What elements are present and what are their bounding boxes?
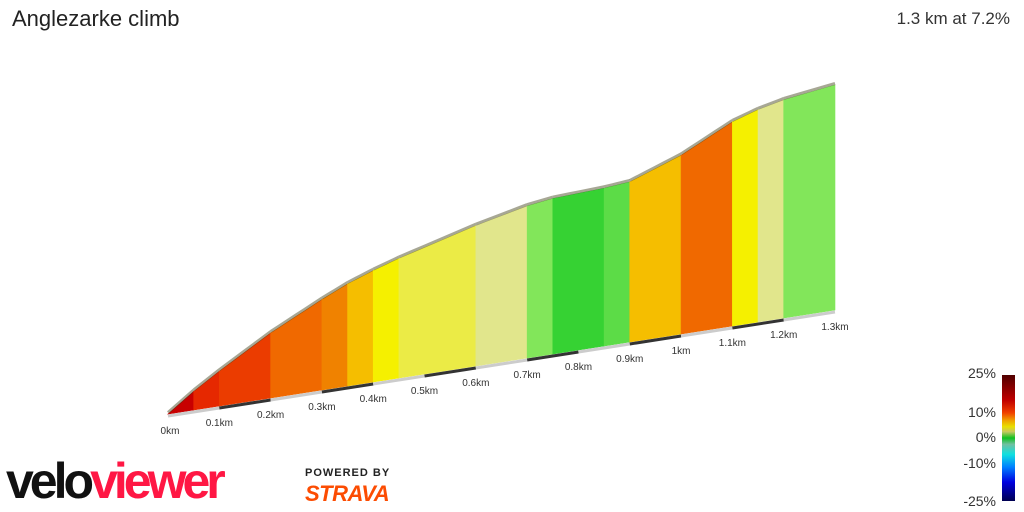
gradient-strip-8 [475,205,528,367]
x-tick-label: 1.2km [770,330,797,341]
climb-summary: 1.3 km at 7.2% [896,9,1010,28]
x-tick-label: 0.2km [257,410,284,421]
gradient-strip-3 [270,298,323,399]
profile-top-edge [783,82,836,100]
gradient-strip-11 [603,181,631,347]
distance-axis-segment [629,334,682,346]
profile-top-edge [346,267,374,284]
gradient-strip-1 [193,370,220,411]
x-tick-label: 0km [161,426,180,437]
distance-axis-segment [372,374,425,386]
legend-label: 0% [975,429,996,445]
profile-top-edge [398,222,477,259]
x-tick-label: 0.8km [565,362,592,373]
profile-top-edge [757,97,785,110]
distance-axis-segment [783,310,836,322]
distance-axis-segment [732,318,784,330]
distance-axis-segment [526,350,579,362]
profile-top-edge [269,296,323,333]
x-tick-label: 1.3km [821,322,848,333]
x-tick-label: 0.1km [206,418,233,429]
gradient-strip-13 [680,121,733,335]
gradient-strip-6 [372,258,400,383]
gradient-strip-4 [321,283,348,391]
logo-viewer: viewer [90,453,226,509]
distance-axis-segment [475,358,528,370]
profile-top-edge [321,281,349,300]
gradient-strip-10 [552,187,605,355]
gradient-strip-14 [732,109,759,327]
legend-label: -10% [963,454,996,471]
profile-top-edge [603,178,631,189]
veloviewer-logo[interactable]: veloviewer [6,453,226,509]
x-tick-label: 0.7km [514,370,541,381]
profile-top-edge [526,195,554,207]
gradient-strip-16 [783,84,836,319]
distance-axis-segment [578,342,631,354]
distance-axis-segment [167,406,220,418]
distance-axis-segment [424,366,477,378]
x-tick-label: 0.3km [308,402,335,413]
x-tick-label: 0.4km [360,394,387,405]
profile-top-edge [731,106,759,122]
strava-logo[interactable]: STRAVA [305,481,390,506]
x-tick-label: 1.1km [719,338,746,349]
profile-top-edge [552,185,605,199]
powered-by-label: POWERED BY [305,467,391,479]
distance-axis-segment [219,398,271,410]
profile-top-edge [629,152,682,182]
page-title: Anglezarke climb [12,6,180,31]
legend-label: 10% [967,403,996,420]
logo-velo: velo [6,453,94,509]
profile-top-edge [218,330,272,371]
legend-label: 25% [967,365,996,382]
gradient-strip-5 [347,270,374,387]
gradient-strip-15 [757,99,784,323]
x-tick-label: 0.6km [462,378,489,389]
gradient-strip-2 [219,332,271,407]
gradient-color-scale [1002,375,1015,501]
profile-top-edge [680,119,734,156]
profile-top-edge [372,255,400,271]
gradient-strip-7 [398,225,477,379]
profile-top-edge [167,388,195,414]
profile-top-edge [475,203,528,226]
x-tick-label: 0.9km [616,354,643,365]
x-tick-label: 1km [672,346,691,357]
distance-axis-segment [680,326,733,338]
gradient-strip-12 [629,154,682,343]
distance-axis-segment [321,382,374,394]
legend-label: -25% [963,492,996,509]
profile-top-edge [192,368,221,392]
x-tick-label: 0.5km [411,386,438,397]
gradient-strip-9 [526,198,554,359]
distance-axis-segment [270,390,323,402]
